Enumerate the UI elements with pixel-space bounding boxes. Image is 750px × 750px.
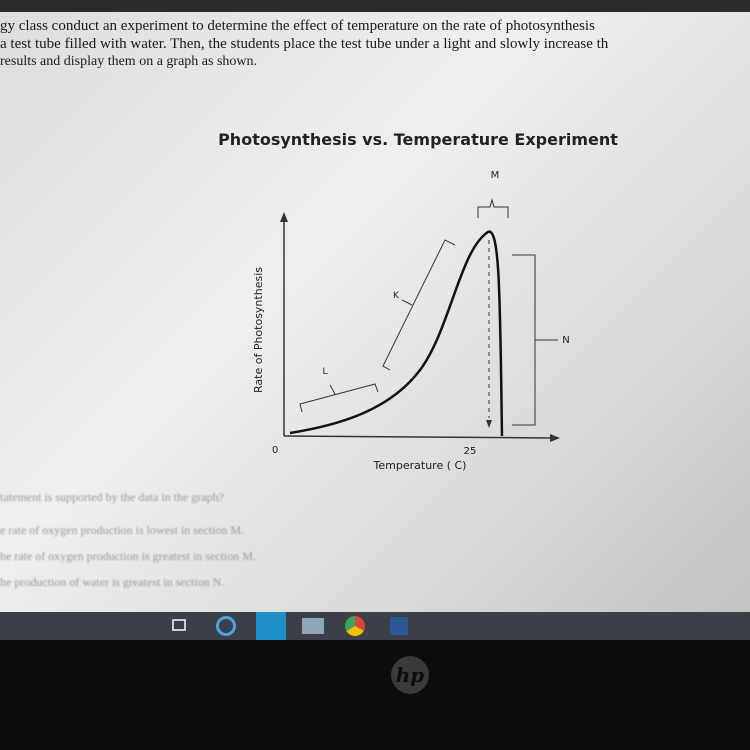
bracket-k — [382, 239, 456, 371]
diagram-title: Photosynthesis vs. Temperature Experimen… — [218, 130, 618, 149]
word-icon[interactable] — [390, 617, 408, 635]
x-axis-label: Temperature ( C) — [373, 459, 467, 472]
answer-option[interactable]: e rate of oxygen production is lowest in… — [0, 523, 244, 537]
logo: hp — [391, 656, 429, 694]
section-label: L — [322, 367, 327, 377]
section-label: M — [491, 170, 500, 181]
tick-label: 25 — [464, 446, 477, 457]
screen: gy class conduct an experiment to determ… — [0, 0, 750, 640]
arrow — [280, 212, 288, 222]
edge-icon[interactable] — [216, 616, 236, 636]
mail-icon[interactable] — [302, 618, 324, 634]
answer-option[interactable]: he production of water is greatest in se… — [0, 575, 225, 589]
question-prompt: tatement is supported by the data in the… — [0, 490, 224, 504]
section-label: N — [562, 335, 569, 346]
header-line: gy class conduct an experiment to determ… — [0, 18, 595, 34]
bracket-l — [299, 383, 379, 413]
chrome-icon[interactable] — [345, 616, 365, 636]
section-label: K — [393, 291, 400, 301]
arrow — [550, 434, 560, 442]
curve — [289, 230, 504, 437]
arrow — [486, 420, 492, 428]
x-axis — [283, 435, 553, 439]
store-icon[interactable] — [256, 612, 286, 640]
origin-label: 0 — [272, 445, 278, 456]
header-line: results and display them on a graph as s… — [0, 54, 258, 69]
bracket-m — [477, 198, 509, 218]
bracket-n — [512, 254, 536, 426]
taskbar — [0, 612, 750, 640]
y-axis-label: Rate of Photosynthesis — [252, 267, 265, 393]
top-strip — [0, 0, 750, 12]
diagram: Photosynthesis vs. Temperature Experimen… — [218, 130, 618, 472]
header-line: a test tube filled with water. Then, the… — [0, 36, 609, 52]
bracket-tick — [401, 299, 413, 306]
answer-option[interactable]: he rate of oxygen production is greatest… — [0, 549, 256, 563]
task-view-icon[interactable] — [172, 619, 186, 631]
bracket-tick — [329, 384, 336, 395]
